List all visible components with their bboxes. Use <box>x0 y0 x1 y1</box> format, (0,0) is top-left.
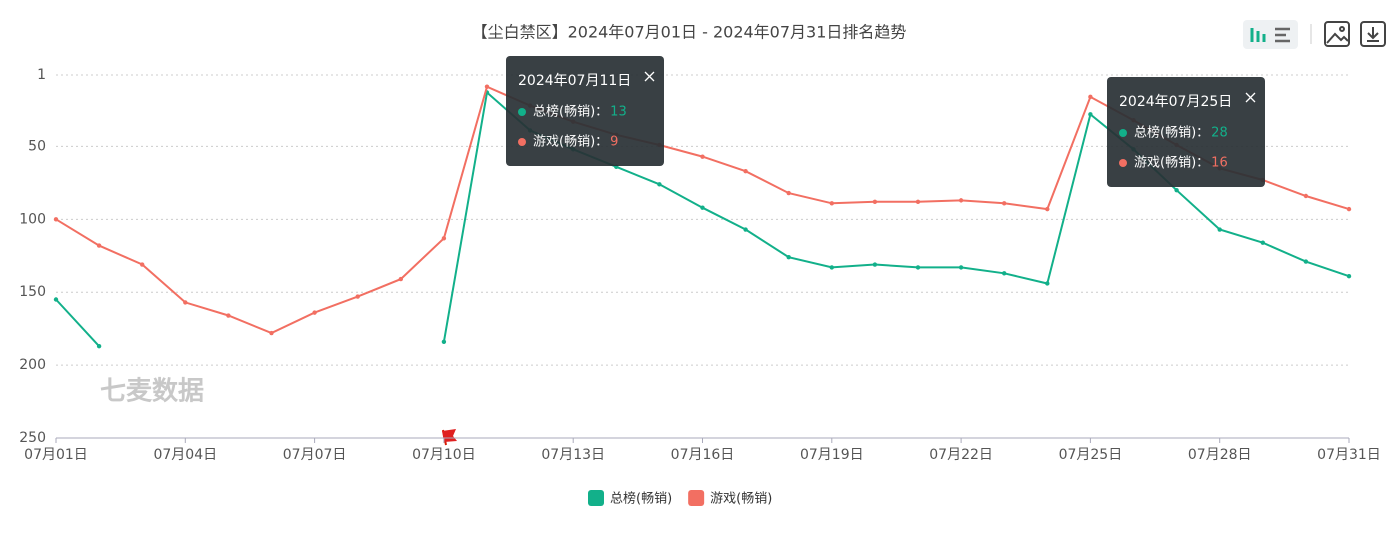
bar-icon[interactable] <box>1250 28 1266 42</box>
point <box>1174 187 1179 193</box>
point <box>441 236 447 241</box>
y-tick-label: 150 <box>19 284 46 300</box>
point <box>96 243 102 248</box>
x-tick-label: 07月01日 <box>24 447 88 463</box>
point <box>700 205 705 210</box>
point <box>96 343 102 349</box>
point <box>872 199 878 205</box>
tooltip-series: 游戏(畅销) <box>533 135 595 150</box>
tooltip-dot <box>1119 159 1127 167</box>
point <box>915 265 921 270</box>
point <box>743 169 748 174</box>
y-tick-label: 250 <box>19 430 46 446</box>
x-tick-label: 07月31日 <box>1317 447 1381 463</box>
tooltip-value: 28 <box>1211 126 1228 141</box>
x-tick-label: 07月16日 <box>671 447 735 463</box>
point <box>1088 112 1093 117</box>
tooltip-value: 13 <box>610 105 627 120</box>
point <box>183 300 188 305</box>
point <box>312 310 317 315</box>
point <box>53 217 59 222</box>
tooltip-dot <box>1119 129 1127 137</box>
point <box>872 262 878 267</box>
point <box>743 227 748 232</box>
tooltip-value: 16 <box>1211 156 1228 171</box>
tooltip-sep: ： <box>595 135 608 150</box>
x-tick-label: 07月28日 <box>1188 447 1252 463</box>
tooltip-dot <box>518 108 526 116</box>
point <box>829 201 834 206</box>
point <box>1217 227 1222 232</box>
x-tick-label: 07月25日 <box>1059 447 1123 463</box>
x-tick-label: 07月10日 <box>412 447 476 463</box>
x-tick-label: 07月22日 <box>929 447 993 463</box>
point <box>1045 281 1050 286</box>
point <box>53 297 59 302</box>
tooltip-bg <box>1107 77 1265 187</box>
chart-title: 【尘白禁区】2024年07月01日 - 2024年07月31日排名趋势 <box>472 23 907 42</box>
tooltip-title: 2024年07月11日 <box>518 73 631 89</box>
point <box>1088 94 1093 100</box>
y-tick-label: 100 <box>19 211 46 227</box>
x-tick-label: 07月04日 <box>153 447 217 463</box>
point <box>1260 240 1266 245</box>
point <box>484 84 490 89</box>
point <box>398 276 403 282</box>
tooltip-sep: ： <box>1196 126 1209 141</box>
tooltip-series: 游戏(畅销) <box>1134 156 1196 171</box>
tooltip-close[interactable] <box>1245 92 1256 103</box>
download-icon[interactable] <box>1360 21 1386 47</box>
watermark: 七麦数据 <box>100 377 204 407</box>
x-tick-label: 07月07日 <box>283 447 347 463</box>
point <box>1303 193 1309 199</box>
tooltip-series: 总榜(畅销) <box>1134 125 1196 141</box>
point <box>1303 259 1309 264</box>
tooltip-dot <box>518 138 526 146</box>
legend-swatch <box>688 490 705 506</box>
point <box>441 339 447 344</box>
point <box>958 265 964 270</box>
tooltip-series: 总榜(畅销) <box>533 104 595 120</box>
point <box>958 198 964 203</box>
point <box>355 294 360 299</box>
tooltip-title: 2024年07月25日 <box>1119 94 1232 110</box>
point <box>700 154 705 159</box>
point <box>269 330 274 336</box>
tooltip-sep: ： <box>1196 156 1209 171</box>
image-icon[interactable] <box>1324 21 1350 47</box>
list-icon[interactable] <box>1275 27 1290 43</box>
point <box>226 313 231 318</box>
x-tick-label: 07月19日 <box>800 447 864 463</box>
point <box>915 199 921 205</box>
toolbar[interactable] <box>1243 20 1386 49</box>
tooltip-sep: ： <box>595 105 608 120</box>
point <box>1002 271 1007 276</box>
point <box>1346 206 1352 212</box>
legend-label: 游戏(畅销) <box>710 492 772 507</box>
point <box>1045 206 1050 212</box>
y-tick-label: 50 <box>28 138 46 154</box>
point <box>786 190 791 196</box>
tooltip-bg <box>506 56 664 166</box>
y-tick-label: 1 <box>37 67 46 83</box>
legend-swatch <box>588 490 604 506</box>
point <box>1346 273 1352 279</box>
point <box>786 255 791 260</box>
y-tick-label: 200 <box>19 357 46 373</box>
x-tick-label: 07月13日 <box>541 447 605 463</box>
point <box>140 262 145 267</box>
point <box>829 265 834 270</box>
point <box>657 182 662 187</box>
point <box>1002 201 1007 206</box>
tooltip-close[interactable] <box>644 71 655 82</box>
tooltip-value: 9 <box>610 135 618 150</box>
legend-label: 总榜(畅销) <box>610 491 672 507</box>
